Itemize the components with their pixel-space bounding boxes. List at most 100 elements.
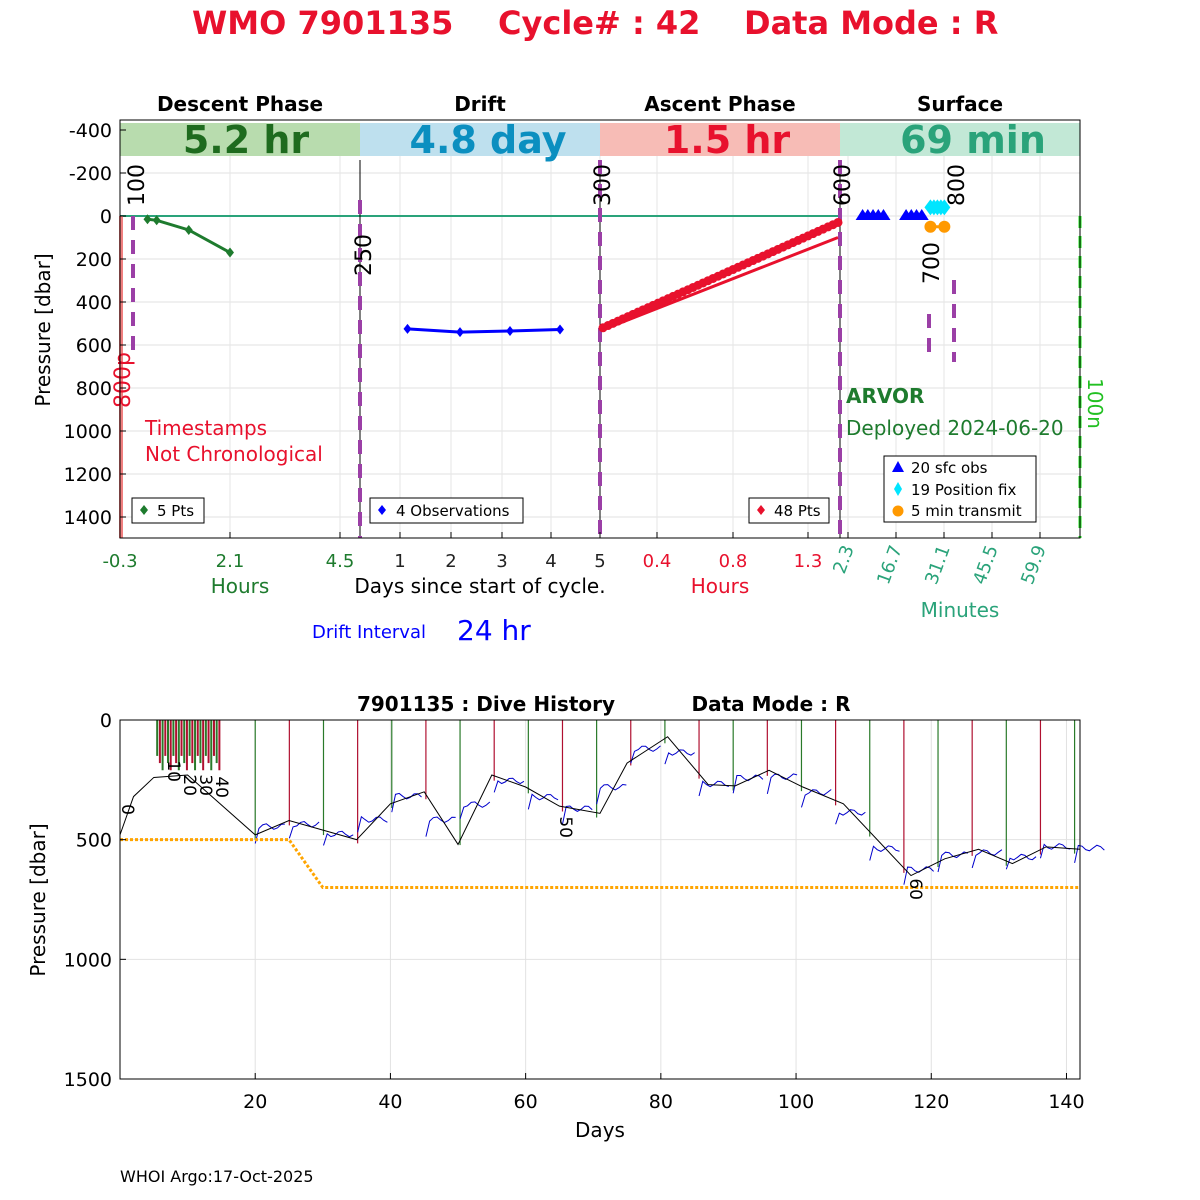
drift-point (456, 327, 464, 338)
cycle-panel-ytick-label: 800 (76, 378, 112, 400)
ascent-legend-label: 48 Pts (774, 502, 821, 520)
title-cycle: Cycle# : 42 (498, 4, 700, 42)
descent-legend-marker (140, 505, 148, 515)
drift-trace (835, 809, 866, 825)
cycle-panel: Descent Phase Drift Ascent Phase Surface… (31, 92, 1107, 647)
title-wmo: WMO 7901135 (192, 4, 453, 42)
descent-xtick-label: 4.5 (326, 551, 355, 572)
marker-label-800p: 800p (111, 352, 136, 408)
dive-history-frame (119, 719, 1081, 1080)
cycle-label: 10 (163, 760, 183, 782)
cycle-panel-ytick-label: -400 (69, 120, 112, 142)
dive-history-xtick-label: 100 (778, 1091, 814, 1113)
surface-legend-marker-fix (894, 482, 902, 496)
ascent-legend: 48 Pts (748, 497, 830, 524)
dive-history-ytick-label: 500 (76, 830, 112, 852)
drift-trace (596, 783, 627, 805)
surface-xtick-label: 31.1 (921, 543, 954, 588)
surface-series (855, 199, 951, 233)
dive-history-yticks: 0 500 1000 1500 (64, 710, 126, 1091)
drift-xtick-label: 3 (496, 551, 507, 572)
drift-legend-marker (378, 505, 386, 515)
cycle-panel-ytick-label: 600 (76, 335, 112, 357)
footer: WHOI Argo:17-Oct-2025 (120, 1167, 314, 1186)
drift-xlabel: Days since start of cycle. (354, 574, 605, 598)
deployed-date: Deployed 2024-06-20 (846, 416, 1064, 440)
drift-legend-label: 4 Observations (396, 502, 510, 520)
marker-label-800: 800 (945, 164, 970, 206)
drift-xtick-label: 4 (545, 551, 556, 572)
drift-point (506, 326, 514, 337)
drift-point (556, 324, 564, 335)
surface-legend: 20 sfc obs 19 Position fix 5 min transmi… (883, 455, 1037, 523)
surface-phase-title: Surface (917, 92, 1003, 116)
descent-duration: 5.2 hr (183, 118, 310, 162)
drift-trace (698, 780, 729, 797)
surface-band (840, 123, 1080, 156)
dive-history-ytick-label: 1500 (64, 1069, 112, 1091)
surface-xtick-label: 2.3 (829, 543, 859, 577)
drift-phase-title: Drift (454, 92, 506, 116)
marker-label-100n: 100n (1083, 378, 1107, 429)
cycle-label: 30 (195, 774, 215, 796)
position-fix-point (938, 199, 951, 216)
descent-band (120, 123, 360, 156)
dive-history-xtick-label: 20 (243, 1091, 267, 1113)
drift-trace (288, 821, 320, 839)
drift-trace (254, 823, 286, 844)
cycle-panel-yticks: -400 -200 0 200 400 600 800 1000 1200 1400 (64, 120, 126, 529)
descent-start-bar (119, 216, 123, 538)
descent-point (152, 215, 161, 226)
drift-trace (937, 851, 968, 873)
cycle-label: 40 (211, 776, 231, 798)
drift-line (407, 327, 561, 334)
dive-history-drift-traces (254, 745, 1105, 885)
dive-history-title: 7901135 : Dive History (357, 692, 615, 716)
marker-label-600: 600 (831, 164, 856, 206)
cycle-panel-ytick-label: 1400 (64, 507, 112, 529)
descent-xtick-label: 2.1 (216, 551, 245, 572)
ascent-xtick-label: 0.4 (643, 551, 672, 572)
marker-label-100: 100 (125, 164, 150, 206)
dive-history-xtick-label: 60 (514, 1091, 538, 1113)
descent-line (147, 217, 231, 254)
dive-history-panel: 7901135 : Dive History Data Mode : R 0 50… (26, 692, 1105, 1142)
dive-history-lines (119, 736, 1081, 890)
dive-history-xtick-label: 80 (649, 1091, 673, 1113)
surface-legend-label-fix: 19 Position fix (911, 481, 1016, 499)
cycle-label: 0 (117, 804, 137, 815)
surface-legend-label-transmit: 5 min transmit (911, 502, 1022, 520)
surface-xtick-label: 16.7 (873, 543, 906, 588)
drift-trace (869, 845, 900, 861)
warning-line-2: Not Chronological (145, 442, 323, 466)
drift-trace (391, 792, 422, 813)
drift-trace (357, 815, 388, 833)
drift-trace (664, 749, 695, 765)
surface-legend-marker-sfc (892, 461, 904, 472)
dive-history-profiles (156, 720, 1076, 873)
cycle-panel-ytick-label: 0 (100, 206, 112, 228)
ascent-band (600, 123, 840, 156)
ascent-xtick-label: 0.8 (719, 551, 748, 572)
descent-legend-label: 5 Pts (157, 502, 194, 520)
marker-label-250: 250 (352, 234, 377, 276)
cycle-label: 50 (555, 816, 575, 838)
descent-point (184, 224, 193, 235)
drift-interval-label: Drift Interval (312, 622, 426, 643)
title-mode: Data Mode : R (744, 4, 998, 42)
cycle-panel-ytick-label: 400 (76, 292, 112, 314)
descent-phase-title: Descent Phase (157, 92, 323, 116)
drift-trace (493, 777, 525, 793)
drift-trace (425, 816, 456, 837)
drift-point (403, 323, 412, 334)
surface-legend-label-sfc: 20 sfc obs (911, 459, 988, 477)
dive-history-xticks: 20 40 60 80 100 120 140 (243, 1073, 1085, 1113)
dive-history-ytick-label: 1000 (64, 949, 112, 971)
dive-history-mode: Data Mode : R (692, 692, 851, 716)
drift-legend: 4 Observations (369, 497, 524, 524)
ascent-xlabel: Hours (691, 574, 750, 598)
float-type: ARVOR (846, 384, 924, 408)
cycle-panel-ytick-label: -200 (69, 163, 112, 185)
